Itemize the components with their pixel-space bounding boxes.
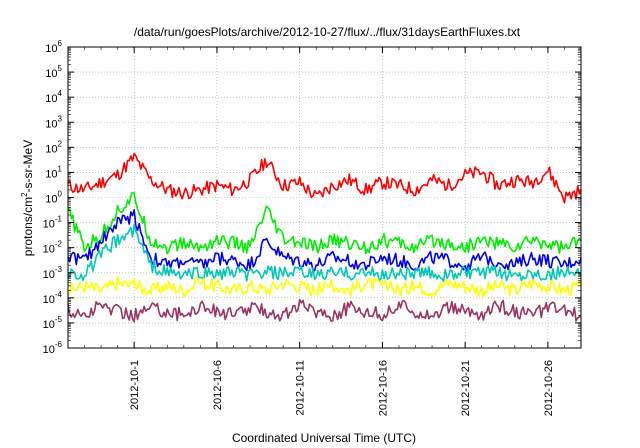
y-tick-label: 10-5	[43, 315, 63, 331]
y-tick-label: 105	[45, 64, 62, 80]
x-tick-label: 2012-10-21	[460, 360, 472, 416]
series-line-5	[67, 298, 582, 323]
y-tick-label: 10-2	[43, 240, 63, 256]
y-tick-label: 101	[45, 164, 62, 180]
series-line-1	[67, 191, 582, 255]
x-tick-label: 2012-10-16	[377, 360, 389, 416]
x-tick-label: 2012-10-11	[295, 360, 307, 415]
x-axis-label: Coordinated Universal Time (UTC)	[232, 431, 416, 445]
chart-title: /data/run/goesPlots/archive/2012-10-27/f…	[134, 25, 521, 39]
y-tick-label: 10-3	[43, 265, 63, 281]
x-tick-label: 2012-10-26	[543, 360, 555, 416]
x-tick-label: 2012-10-1	[129, 360, 141, 410]
y-tick-label: 10-1	[43, 215, 63, 231]
y-axis: 106 105 104 103 102 101 100 10-1 10-2 10-3 10-4 10-…	[43, 39, 581, 356]
series-line-4	[67, 276, 582, 298]
x-tick-label: 2012-10-6	[212, 360, 224, 410]
series-line-0	[67, 152, 582, 204]
y-tick-label: 10-4	[43, 290, 63, 306]
x-axis: 2012-10-1 2012-10-6 2012-10-11 2012-10-16 20…	[67, 47, 582, 416]
y-tick-label: 102	[45, 139, 62, 155]
y-tick-label: 10-6	[43, 340, 63, 356]
y-axis-label: protons/cm2-s-sr-MeV	[20, 140, 35, 256]
y-tick-label: 100	[45, 190, 62, 206]
y-tick-label: 106	[45, 39, 62, 55]
y-tick-label: 103	[45, 114, 62, 130]
series-line-3	[67, 223, 582, 282]
y-tick-label: 104	[45, 89, 62, 105]
series-layer	[67, 152, 582, 323]
